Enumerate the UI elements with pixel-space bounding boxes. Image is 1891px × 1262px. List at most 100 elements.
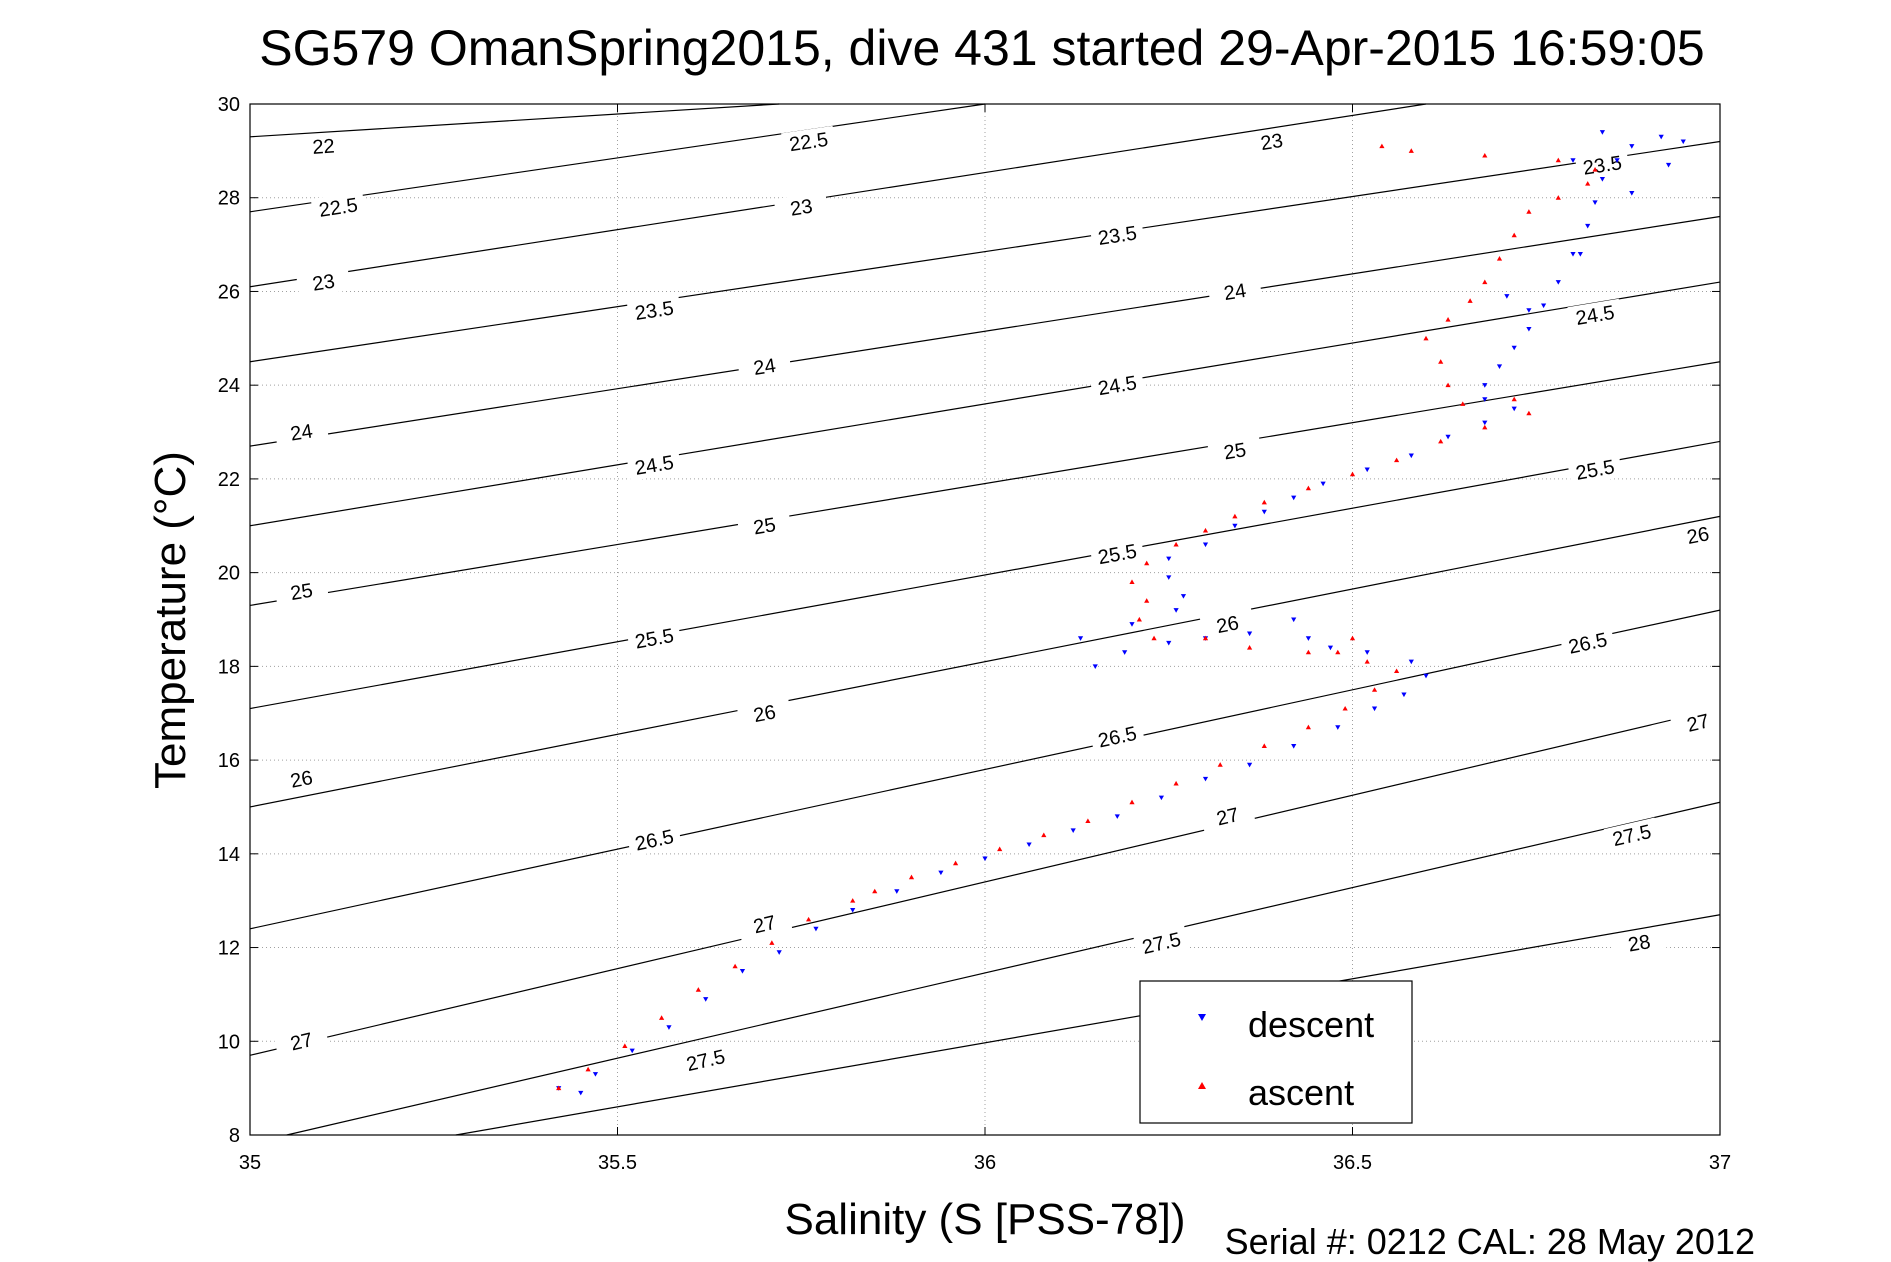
ascent-point	[1129, 799, 1135, 805]
descent-point	[1232, 523, 1238, 529]
descent-point	[1570, 251, 1576, 257]
x-tick-label: 37	[1709, 1152, 1731, 1174]
ascent-point	[1085, 818, 1091, 824]
descent-point	[776, 950, 782, 955]
ascent-point	[659, 1015, 665, 1020]
ascent-point	[1342, 705, 1348, 711]
ascent-point	[1394, 668, 1400, 674]
descent-point	[666, 1025, 672, 1030]
descent-point	[1592, 200, 1598, 206]
descent-point	[1658, 134, 1664, 140]
legend-descent-label: descent	[1248, 1004, 1374, 1045]
contour-label-bg	[1199, 798, 1256, 834]
descent-point	[1180, 594, 1187, 599]
contour-line-24	[249, 215, 1721, 447]
chart-title: SG579 OmanSpring2015, dive 431 started 2…	[259, 20, 1704, 76]
contour-line-26	[249, 515, 1721, 808]
contour-label-bg	[1611, 926, 1667, 960]
contour-label: 23.5	[1582, 152, 1624, 180]
y-tick-label: 10	[218, 1031, 240, 1053]
contour-label: 27.5	[1611, 821, 1654, 851]
descent-point	[1577, 251, 1583, 257]
data-points	[556, 130, 1686, 1096]
ascent-point	[732, 963, 738, 969]
descent-point	[813, 926, 819, 932]
contour-label-bg	[273, 416, 329, 448]
contour-label: 22.5	[788, 129, 830, 156]
ascent-point	[1364, 659, 1370, 664]
descent-point	[1541, 303, 1547, 309]
descent-point	[1680, 139, 1686, 145]
contour-label-bg	[1567, 453, 1623, 486]
descent-point	[1665, 162, 1672, 168]
ascent-point	[1041, 832, 1047, 838]
descent-point	[938, 870, 944, 876]
descent-point	[1129, 622, 1135, 627]
descent-point	[1202, 776, 1209, 782]
descent-point	[1482, 383, 1488, 388]
descent-point	[1570, 158, 1576, 163]
ascent-point	[1144, 598, 1150, 603]
ascent-point	[1371, 687, 1378, 692]
descent-point	[1166, 640, 1172, 646]
descent-point	[1371, 706, 1378, 712]
contour-label: 27	[1214, 804, 1241, 831]
contour-label: 25	[289, 580, 315, 605]
density-contours: 2222.522.523232323.523.523.524242424.524…	[249, 103, 1727, 1136]
descent-point	[1247, 631, 1253, 637]
descent-point	[1364, 650, 1370, 655]
ascent-point	[1129, 579, 1135, 585]
contour-label: 23	[311, 270, 336, 295]
contour-line-22	[249, 103, 780, 138]
y-axis-ticks: 8 10 12 14 16 18 20 22 24 26 28 30	[218, 94, 1720, 1147]
y-tick-label: 28	[218, 188, 240, 210]
y-tick-label: 14	[218, 844, 240, 866]
ascent-point	[1423, 335, 1429, 341]
descent-point	[1482, 420, 1488, 426]
descent-point	[1599, 130, 1605, 135]
contour-label: 26	[1685, 523, 1711, 549]
descent-point	[1335, 725, 1341, 730]
contour-label: 26	[1215, 612, 1241, 638]
ascent-point	[872, 888, 878, 894]
descent-point	[629, 1048, 635, 1054]
descent-point	[1445, 434, 1451, 440]
descent-point	[1401, 692, 1407, 698]
ascent-point	[1467, 298, 1473, 303]
contour-line-23.5	[249, 140, 1721, 363]
descent-point	[1291, 495, 1297, 501]
ascent-point	[997, 846, 1003, 852]
ascent-point	[1438, 438, 1444, 444]
descent-point	[1614, 158, 1620, 163]
contour-label-bg	[1603, 817, 1660, 853]
contour-label: 23	[1259, 130, 1284, 155]
contour-label-bg	[295, 266, 352, 298]
y-tick-label: 24	[218, 375, 240, 397]
contour-label: 26.5	[1096, 723, 1139, 753]
contour-label: 24	[1222, 280, 1247, 305]
series-ascent	[556, 143, 1598, 1091]
contour-line-24.5	[249, 281, 1721, 527]
ascent-point	[1482, 152, 1488, 158]
descent-point	[578, 1090, 584, 1096]
descent-point	[1526, 326, 1532, 332]
ascent-point	[908, 874, 915, 880]
descent-point	[1511, 406, 1517, 412]
ascent-point	[1482, 424, 1488, 430]
ascent-point	[1394, 457, 1400, 463]
ascent-point	[1151, 635, 1157, 641]
contour-label-bg	[626, 294, 682, 326]
descent-point	[1261, 509, 1267, 515]
x-tick-label: 36	[974, 1152, 996, 1174]
legend-ascent-marker	[1198, 1082, 1206, 1089]
ascent-point	[1217, 762, 1223, 767]
contour-label: 28	[1626, 931, 1652, 956]
y-tick-label: 30	[218, 94, 240, 116]
ascent-point	[1202, 635, 1209, 641]
descent-point	[1629, 191, 1635, 196]
legend-box	[1139, 980, 1413, 1124]
y-tick-label: 20	[218, 563, 240, 585]
contour-label-bg	[1089, 537, 1146, 571]
ascent-point	[1144, 560, 1150, 566]
